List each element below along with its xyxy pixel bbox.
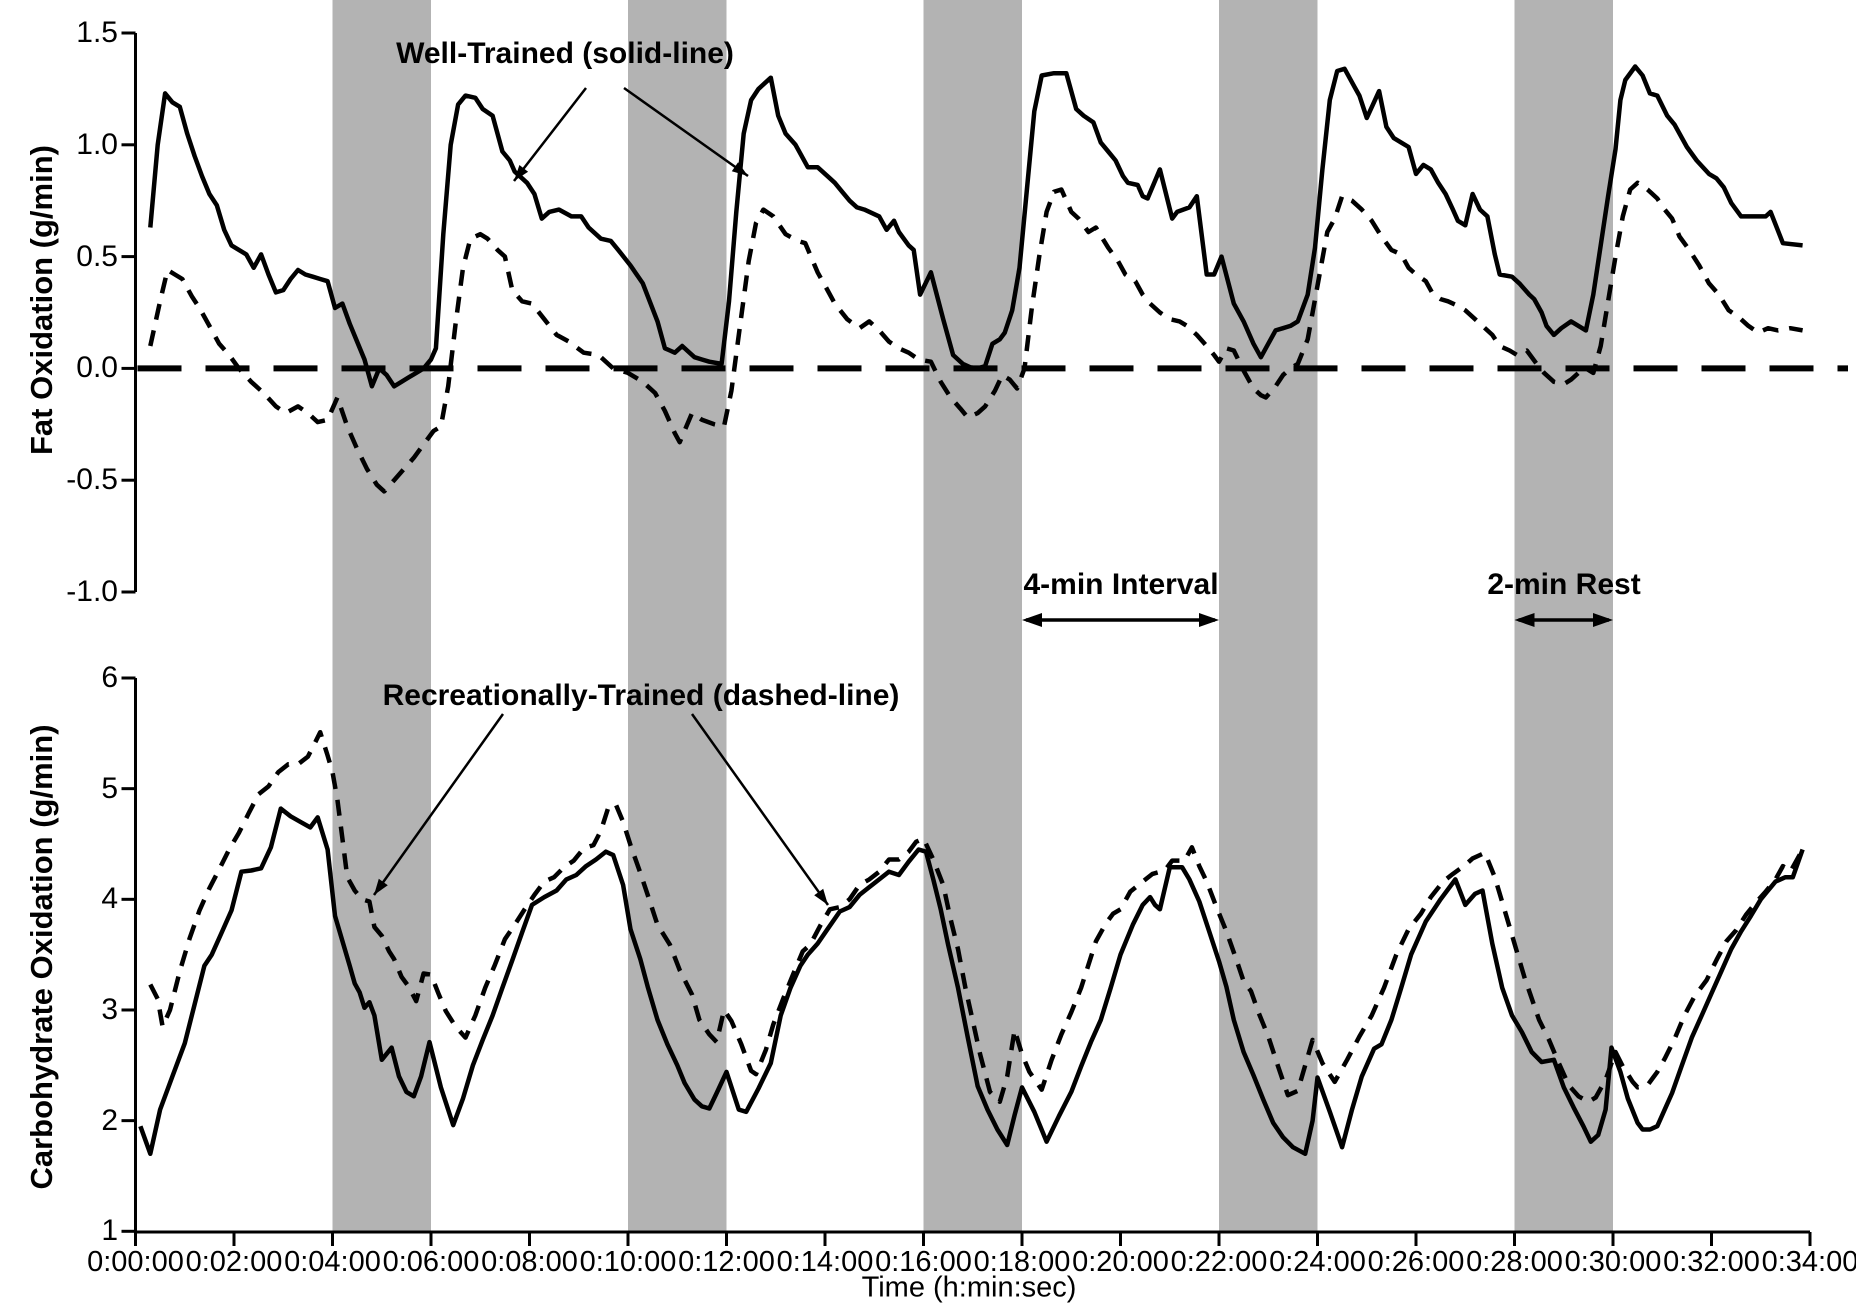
well-trained-arrow-right-head <box>731 162 748 176</box>
x-tick-label: 0:16:00 <box>875 1246 972 1278</box>
recreationally-trained-arrow-left <box>372 713 505 896</box>
fat-oxidation-series <box>148 64 1803 494</box>
x-tick-label: 0:28:00 <box>1466 1246 1563 1278</box>
recreationally-trained-arrow-right-head <box>814 888 828 905</box>
x-tick-label: 0:34:00 <box>1761 1246 1856 1278</box>
axes-and-ticks <box>121 31 1812 1246</box>
top-y-tick-label: 1.5 <box>76 16 118 49</box>
well-trained-annotation: Well-Trained (solid-line) <box>396 37 734 70</box>
x-tick-label: 0:20:00 <box>1072 1246 1169 1278</box>
top-y-tick-label: 0.5 <box>76 239 118 273</box>
top-y-axis-title: Fat Oxidation (g/min) <box>24 145 59 455</box>
rest-shading-bands <box>332 0 1613 1232</box>
x-tick-label: 0:10:00 <box>579 1246 677 1278</box>
x-tick-label: 0:30:00 <box>1564 1246 1662 1278</box>
well-trained-line <box>138 806 1805 1157</box>
recreationally-trained-line <box>148 729 1805 1105</box>
four-min-interval-label: 4-min Interval <box>1023 568 1219 601</box>
top-y-tick-label: -1.0 <box>66 575 118 608</box>
recreationally-trained-arrow-left-head <box>374 878 388 895</box>
recreationally-trained-arrow-right <box>690 713 830 906</box>
top-y-tick-label: 1.0 <box>76 127 118 161</box>
recreationally-trained-annotation: Recreationally-Trained (dashed-line) <box>382 679 900 712</box>
x-tick-label: 0:26:00 <box>1367 1246 1465 1278</box>
x-tick-label: 0:06:00 <box>382 1246 480 1278</box>
rest-band <box>332 0 431 1232</box>
x-axis-title: Time (h:min:sec) <box>861 1271 1077 1304</box>
bottom-y-tick-label: 1 <box>101 1214 118 1248</box>
x-tick-label: 0:32:00 <box>1663 1246 1760 1278</box>
bottom-y-tick-label: 3 <box>101 992 118 1026</box>
x-tick-label: 0:22:00 <box>1170 1246 1268 1278</box>
x-tick-label: 0:14:00 <box>776 1246 874 1278</box>
well-trained-line <box>148 64 1803 389</box>
x-tick-label: 0:00:00 <box>87 1246 184 1278</box>
x-tick-label: 0:04:00 <box>284 1246 381 1278</box>
x-tick-label: 0:18:00 <box>973 1246 1071 1278</box>
carbohydrate-oxidation-series <box>138 729 1805 1157</box>
well-trained-arrow-left-head <box>514 165 529 181</box>
x-tick-label: 0:02:00 <box>185 1246 283 1278</box>
x-tick-label: 0:12:00 <box>678 1246 775 1278</box>
well-trained-arrow-right <box>623 86 749 178</box>
top-y-tick-label: -0.5 <box>66 463 118 497</box>
rest-band <box>1219 0 1318 1232</box>
bottom-y-tick-label: 4 <box>101 882 118 916</box>
rest-band <box>923 0 1022 1232</box>
bottom-y-tick-label: 5 <box>101 771 118 805</box>
rest-band <box>628 0 727 1232</box>
two-min-rest-arrow-head-left <box>1514 613 1535 627</box>
two-min-rest-arrow-head-right <box>1593 613 1613 627</box>
four-min-interval-arrow-head-left <box>1022 613 1042 627</box>
top-y-tick-label: 0.0 <box>76 351 118 385</box>
bottom-y-tick-label: 6 <box>101 661 118 694</box>
recreationally-trained-line <box>148 180 1803 494</box>
annotation-arrows <box>372 86 1613 906</box>
two-min-rest-label: 2-min Rest <box>1487 568 1641 601</box>
bottom-y-tick-label: 2 <box>101 1103 118 1137</box>
well-trained-arrow-left <box>513 87 587 182</box>
four-min-interval-arrow-head-right <box>1199 613 1219 627</box>
x-tick-label: 0:08:00 <box>481 1246 578 1278</box>
x-tick-label: 0:24:00 <box>1269 1246 1366 1278</box>
